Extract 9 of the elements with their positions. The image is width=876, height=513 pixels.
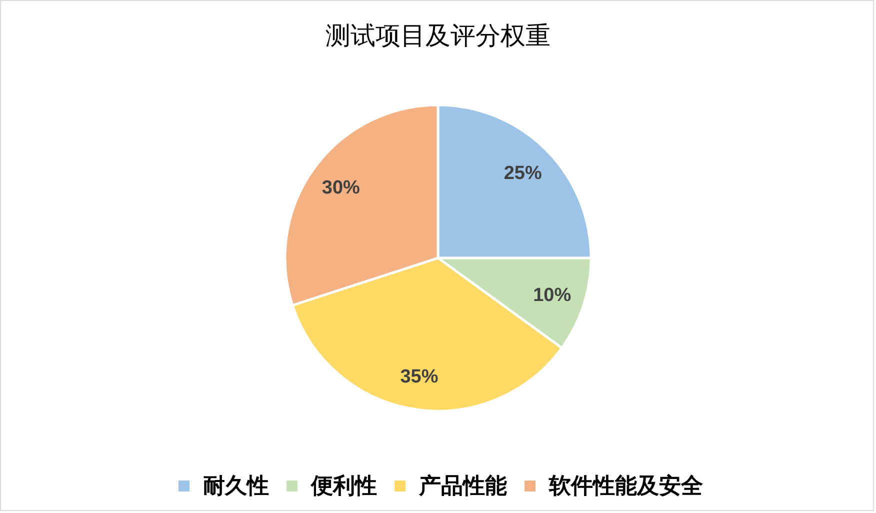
chart-title: 测试项目及评分权重 bbox=[326, 23, 550, 50]
legend-label: 产品性能 bbox=[418, 473, 507, 498]
data-label: 10% bbox=[533, 285, 572, 306]
data-label: 35% bbox=[400, 366, 438, 388]
data-label: 25% bbox=[504, 163, 542, 184]
legend-label: 软件性能及安全 bbox=[548, 473, 704, 498]
legend-label: 便利性 bbox=[310, 473, 377, 498]
legend-label: 耐久性 bbox=[203, 473, 269, 498]
data-label: 30% bbox=[322, 177, 360, 198]
